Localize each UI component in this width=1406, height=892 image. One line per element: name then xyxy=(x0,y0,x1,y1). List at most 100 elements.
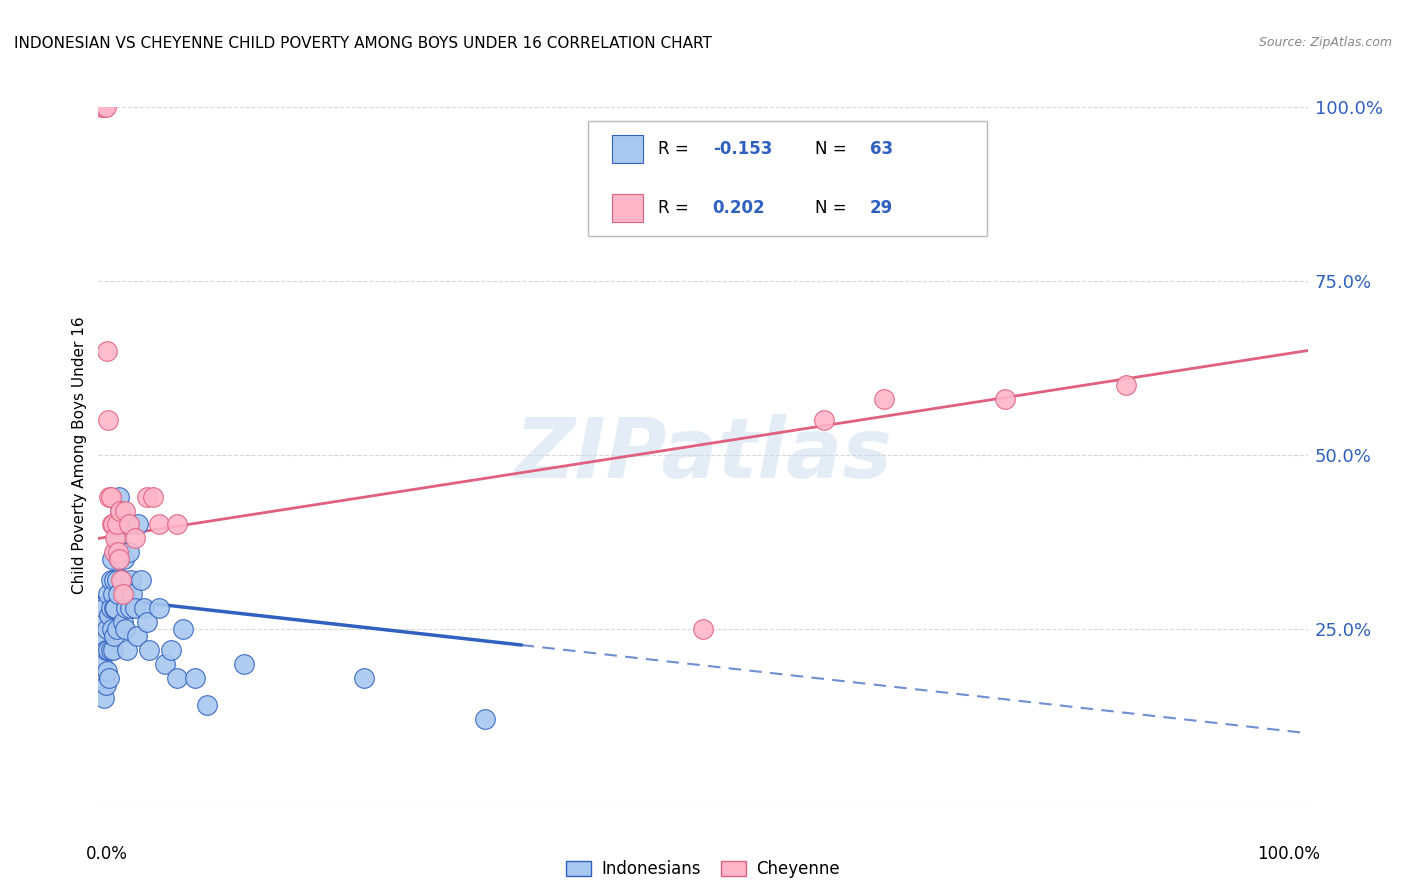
Point xyxy=(115,601,138,615)
Point xyxy=(474,712,496,726)
Point xyxy=(118,517,141,532)
Point xyxy=(148,601,170,615)
FancyBboxPatch shape xyxy=(588,121,987,235)
FancyBboxPatch shape xyxy=(613,194,643,222)
Point xyxy=(96,622,118,636)
Point xyxy=(105,622,128,636)
Point xyxy=(100,517,122,532)
Point xyxy=(134,601,156,615)
Point xyxy=(91,629,114,643)
Point xyxy=(91,657,114,671)
Text: 100.0%: 100.0% xyxy=(1257,845,1320,863)
Point xyxy=(100,622,122,636)
Point xyxy=(120,573,142,587)
Point xyxy=(100,601,122,615)
Point xyxy=(108,490,131,504)
Point xyxy=(353,671,375,685)
Point xyxy=(107,545,129,559)
Point xyxy=(148,517,170,532)
Point xyxy=(91,671,114,685)
Point xyxy=(93,601,115,615)
Point xyxy=(124,601,146,615)
Text: N =: N = xyxy=(815,199,852,217)
Point xyxy=(108,552,131,566)
Point xyxy=(105,573,128,587)
Text: R =: R = xyxy=(658,199,695,217)
Point xyxy=(121,587,143,601)
Point xyxy=(91,100,114,114)
Point xyxy=(124,532,146,546)
Point xyxy=(111,587,134,601)
Point xyxy=(103,601,125,615)
Point xyxy=(90,615,112,629)
Point xyxy=(103,573,125,587)
Point xyxy=(101,587,124,601)
Point xyxy=(232,657,254,671)
Point xyxy=(994,392,1017,407)
Point xyxy=(873,392,896,407)
Point xyxy=(138,642,160,657)
Point xyxy=(97,642,120,657)
Point xyxy=(166,517,188,532)
Point xyxy=(184,671,207,685)
Point xyxy=(108,503,131,517)
Text: 63: 63 xyxy=(870,140,893,158)
Text: 0.202: 0.202 xyxy=(713,199,765,217)
Point xyxy=(100,573,122,587)
Text: N =: N = xyxy=(815,140,852,158)
Point xyxy=(100,552,122,566)
Point xyxy=(114,622,136,636)
Text: R =: R = xyxy=(658,140,695,158)
Point xyxy=(111,615,134,629)
Y-axis label: Child Poverty Among Boys Under 16: Child Poverty Among Boys Under 16 xyxy=(72,316,87,594)
Point xyxy=(105,517,128,532)
Point xyxy=(127,629,149,643)
Point xyxy=(104,532,127,546)
Point xyxy=(96,343,118,358)
Point xyxy=(101,517,124,532)
Point xyxy=(103,629,125,643)
Point xyxy=(103,545,125,559)
Point xyxy=(100,642,122,657)
Point xyxy=(160,642,183,657)
Point xyxy=(98,607,121,622)
Text: 29: 29 xyxy=(870,199,893,217)
Point xyxy=(94,642,117,657)
Point xyxy=(100,490,122,504)
Point xyxy=(813,413,835,427)
Point xyxy=(93,691,115,706)
Text: INDONESIAN VS CHEYENNE CHILD POVERTY AMONG BOYS UNDER 16 CORRELATION CHART: INDONESIAN VS CHEYENNE CHILD POVERTY AMO… xyxy=(14,36,711,51)
Point xyxy=(97,413,120,427)
Point xyxy=(108,503,131,517)
Point xyxy=(114,587,136,601)
Point xyxy=(98,490,121,504)
Point xyxy=(117,642,139,657)
Point xyxy=(104,545,127,559)
Text: Source: ZipAtlas.com: Source: ZipAtlas.com xyxy=(1258,36,1392,49)
Point xyxy=(127,517,149,532)
Point xyxy=(118,601,141,615)
Point xyxy=(135,615,157,629)
Point xyxy=(96,664,118,678)
Point xyxy=(135,490,157,504)
Point xyxy=(172,622,194,636)
Point xyxy=(94,677,117,691)
Point xyxy=(153,657,176,671)
Point xyxy=(107,517,129,532)
Legend: Indonesians, Cheyenne: Indonesians, Cheyenne xyxy=(560,854,846,885)
Text: -0.153: -0.153 xyxy=(713,140,772,158)
Point xyxy=(118,545,141,559)
Text: 0.0%: 0.0% xyxy=(86,845,128,863)
Point xyxy=(1115,378,1137,392)
Point xyxy=(97,587,120,601)
Point xyxy=(108,552,131,566)
Point xyxy=(142,490,165,504)
Point xyxy=(101,642,124,657)
Point xyxy=(195,698,218,713)
FancyBboxPatch shape xyxy=(613,135,643,162)
Point xyxy=(112,552,135,566)
Point xyxy=(108,545,131,559)
Point xyxy=(107,587,129,601)
Point xyxy=(94,100,117,114)
Point xyxy=(104,601,127,615)
